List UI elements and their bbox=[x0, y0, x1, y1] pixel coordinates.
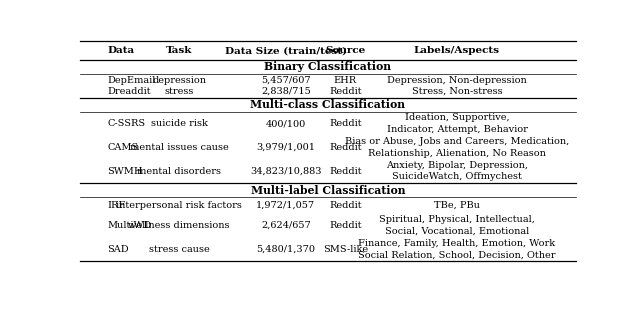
Text: wellness dimensions: wellness dimensions bbox=[129, 221, 230, 230]
Text: Ideation, Supportive,
Indicator, Attempt, Behavior: Ideation, Supportive, Indicator, Attempt… bbox=[387, 113, 527, 134]
Text: depression
stress: depression stress bbox=[152, 76, 206, 96]
Text: Reddit: Reddit bbox=[329, 143, 362, 152]
Text: Multi-class Classification: Multi-class Classification bbox=[250, 99, 406, 110]
Text: 34,823/10,883: 34,823/10,883 bbox=[250, 167, 321, 176]
Text: Spiritual, Physical, Intellectual,
Social, Vocational, Emotional: Spiritual, Physical, Intellectual, Socia… bbox=[379, 215, 535, 236]
Text: mental issues cause: mental issues cause bbox=[130, 143, 228, 152]
Text: Bias or Abuse, Jobs and Careers, Medication,
Relationship, Alienation, No Reason: Bias or Abuse, Jobs and Careers, Medicat… bbox=[345, 137, 569, 158]
Text: Reddit: Reddit bbox=[329, 167, 362, 176]
Text: interpersonal risk factors: interpersonal risk factors bbox=[116, 201, 242, 210]
Text: 2,624/657: 2,624/657 bbox=[261, 221, 310, 230]
Text: Data Size (train/test): Data Size (train/test) bbox=[225, 46, 347, 55]
Text: SMS-like: SMS-like bbox=[323, 245, 368, 254]
Text: mental disorders: mental disorders bbox=[137, 167, 221, 176]
Text: Multi-label Classification: Multi-label Classification bbox=[251, 185, 405, 196]
Text: 1,972/1,057: 1,972/1,057 bbox=[256, 201, 316, 210]
Text: Reddit: Reddit bbox=[329, 201, 362, 210]
Text: TBe, PBu: TBe, PBu bbox=[434, 201, 480, 210]
Text: C-SSRS: C-SSRS bbox=[108, 119, 145, 128]
Text: 5,457/607
2,838/715: 5,457/607 2,838/715 bbox=[261, 76, 310, 96]
Text: Binary Classification: Binary Classification bbox=[264, 61, 392, 72]
Text: EHR
Reddit: EHR Reddit bbox=[329, 76, 362, 96]
Text: suicide risk: suicide risk bbox=[151, 119, 207, 128]
Text: Task: Task bbox=[166, 46, 193, 55]
Text: Reddit: Reddit bbox=[329, 221, 362, 230]
Text: SAD: SAD bbox=[108, 245, 129, 254]
Text: SWMH: SWMH bbox=[108, 167, 143, 176]
Text: Source: Source bbox=[325, 46, 365, 55]
Text: CAMS: CAMS bbox=[108, 143, 138, 152]
Text: IRF: IRF bbox=[108, 201, 125, 210]
Text: Labels/Aspects: Labels/Aspects bbox=[414, 46, 500, 55]
Text: Data: Data bbox=[108, 46, 134, 55]
Text: 400/100: 400/100 bbox=[266, 119, 306, 128]
Text: DepEmail
Dreaddit: DepEmail Dreaddit bbox=[108, 76, 156, 96]
Text: stress cause: stress cause bbox=[149, 245, 209, 254]
Text: Finance, Family, Health, Emotion, Work
Social Relation, School, Decision, Other: Finance, Family, Health, Emotion, Work S… bbox=[358, 239, 556, 260]
Text: 3,979/1,001: 3,979/1,001 bbox=[257, 143, 316, 152]
Text: 5,480/1,370: 5,480/1,370 bbox=[257, 245, 316, 254]
Text: MultiWD: MultiWD bbox=[108, 221, 152, 230]
Text: Anxiety, Bipolar, Depression,
SuicideWatch, Offmychest: Anxiety, Bipolar, Depression, SuicideWat… bbox=[386, 161, 528, 181]
Text: Depression, Non-depression
Stress, Non-stress: Depression, Non-depression Stress, Non-s… bbox=[387, 76, 527, 96]
Text: Reddit: Reddit bbox=[329, 119, 362, 128]
